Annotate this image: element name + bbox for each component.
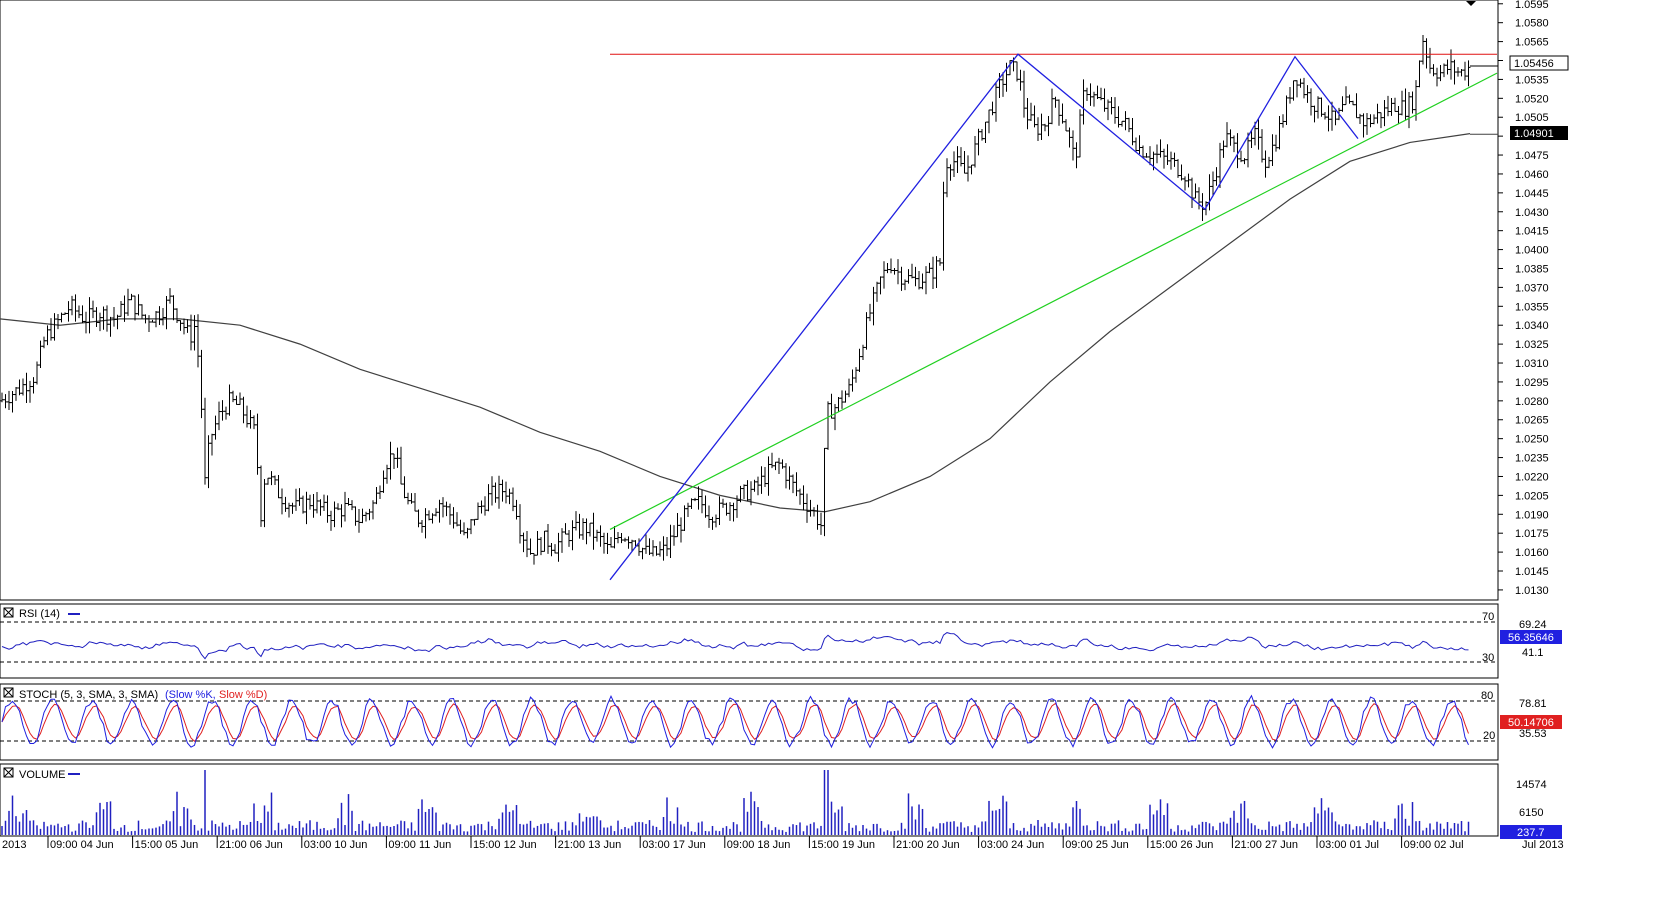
price-tick-label: 1.0130 [1515, 585, 1549, 597]
stoch-range-high: 78.81 [1519, 698, 1547, 710]
time-tick-label: 2013 [2, 839, 26, 851]
price-tick-label: 1.0505 [1515, 112, 1549, 124]
rsi-level-30-label: 30 [1482, 652, 1494, 664]
volume-bars [1, 770, 1470, 835]
stoch-d-legend: Slow %D) [219, 689, 267, 701]
time-tick-label: 09:00 18 Jun [727, 839, 791, 851]
time-tick-label: 15:00 12 Jun [473, 839, 537, 851]
chart-frame [0, 0, 1499, 837]
price-tick-label: 1.0205 [1515, 490, 1549, 502]
price-tick-label: 1.0160 [1515, 547, 1549, 559]
rsi-current-tag [1500, 630, 1562, 644]
rsi-label: RSI (14) [19, 608, 60, 620]
scroll-arrow[interactable] [1466, 1, 1476, 6]
time-tick-label: 03:00 17 Jun [642, 839, 706, 851]
volume-close-icon[interactable] [3, 767, 14, 778]
stoch-panel: STOCH (5, 3, SMA, 3, SMA) (Slow %K, Slow… [0, 687, 1562, 749]
time-tick-label: 21:00 20 Jun [896, 839, 960, 851]
price-tick-label: 1.0235 [1515, 453, 1549, 465]
price-tick-label: 1.0190 [1515, 509, 1549, 521]
time-axis: 2013 09:00 04 Jun 15:00 05 Jun 21:00 06 Jun… [2, 836, 1564, 851]
stoch-d-series [1, 702, 1469, 743]
volume-current-value: 237.7 [1517, 827, 1545, 839]
stoch-current-value: 50.14706 [1508, 717, 1554, 729]
trend-line [609, 72, 1498, 530]
stoch-level-80-label: 80 [1481, 690, 1493, 702]
price-tick-label: 1.0520 [1515, 93, 1549, 105]
time-tick-label: 03:00 10 Jun [304, 839, 368, 851]
time-tick-label: Jul 2013 [1522, 839, 1564, 851]
price-tick-label: 1.0250 [1515, 434, 1549, 446]
price-tick-label: 1.0280 [1515, 396, 1549, 408]
price-tick-label: 1.0565 [1515, 37, 1549, 49]
rsi-level-70-label: 70 [1482, 611, 1494, 623]
price-tick-label: 1.0295 [1515, 377, 1549, 389]
volume-range-high: 14574 [1516, 779, 1547, 791]
price-tick-label: 1.0430 [1515, 207, 1549, 219]
price-tick-label: 1.0385 [1515, 263, 1549, 275]
price-axis: 1.0130 1.0145 1.0160 1.0175 1.0190 1.0205 1.02… [1498, 0, 1549, 597]
volume-current-tag [1500, 825, 1562, 839]
zigzag-pattern [609, 53, 1359, 581]
price-tick-label: 1.0445 [1515, 188, 1549, 200]
time-tick-label: 15:00 19 Jun [811, 839, 875, 851]
rsi-range-high: 69.24 [1519, 619, 1547, 631]
ohlc-bar [1466, 60, 1471, 87]
stoch-lines [1, 694, 1469, 749]
time-tick-label: 21:00 27 Jun [1234, 839, 1298, 851]
price-tick-label: 1.0265 [1515, 415, 1549, 427]
stoch-k-legend: (Slow %K, [165, 689, 216, 701]
rsi-panel: RSI (14) 70 30 69.24 56.35646 41.1 [0, 607, 1562, 664]
price-tick-label: 1.0220 [1515, 471, 1549, 483]
stoch-range-low: 35.53 [1519, 728, 1547, 740]
moving-average-line [0, 133, 1498, 513]
stoch-current-tag [1500, 715, 1562, 729]
time-tick-label: 21:00 06 Jun [219, 839, 283, 851]
price-tick-label: 1.0595 [1515, 0, 1549, 11]
time-tick-label: 15:00 26 Jun [1150, 839, 1214, 851]
volume-panel: VOLUME 14574 6150 237.7 [1, 767, 1562, 839]
price-tick-label: 1.0370 [1515, 282, 1549, 294]
price-tick-label: 1.0400 [1515, 245, 1549, 257]
price-tick-label: 1.0475 [1515, 150, 1549, 162]
price-tick-label: 1.0355 [1515, 301, 1549, 313]
time-tick-label: 09:00 02 Jul [1404, 839, 1464, 851]
ma-price-tag: 1.04901 [1510, 126, 1568, 140]
stoch-label: STOCH (5, 3, SMA, 3, SMA) [19, 689, 158, 701]
volume-label: VOLUME [19, 769, 65, 781]
moving-average [0, 133, 1471, 513]
rsi-series [1, 632, 1469, 660]
price-tick-label: 1.0310 [1515, 358, 1549, 370]
price-tick-label: 1.0580 [1515, 18, 1549, 30]
price-tick-label: 1.0145 [1515, 566, 1549, 578]
chevron-down-icon[interactable] [1466, 1, 1476, 6]
rsi-range-low: 41.1 [1522, 647, 1543, 659]
stoch-close-icon[interactable] [3, 687, 14, 698]
time-tick-label: 09:00 11 Jun [388, 839, 451, 851]
drawn-lines [609, 53, 1498, 581]
price-tick-label: 1.0415 [1515, 226, 1549, 238]
price-tick-label: 1.0325 [1515, 339, 1549, 351]
time-tick-label: 09:00 04 Jun [50, 839, 114, 851]
time-tick-label: 09:00 25 Jun [1065, 839, 1129, 851]
price-tick-label: 1.0535 [1515, 74, 1549, 86]
current-price-label: 1.05456 [1514, 58, 1554, 70]
time-tick-label: 03:00 01 Jul [1319, 839, 1379, 851]
time-tick-label: 03:00 24 Jun [981, 839, 1045, 851]
rsi-close-icon[interactable] [3, 607, 14, 618]
rsi-current-value: 56.35646 [1508, 632, 1554, 644]
ohlc-bars [0, 35, 1498, 565]
stoch-k-series [1, 694, 1469, 749]
price-tick-label: 1.0175 [1515, 528, 1549, 540]
time-tick-label: 21:00 13 Jun [558, 839, 622, 851]
rsi-line [1, 632, 1469, 660]
volume-range-mid: 6150 [1519, 807, 1543, 819]
stoch-level-20-label: 20 [1483, 730, 1495, 742]
price-tick-label: 1.0460 [1515, 169, 1549, 181]
ma-price-label: 1.04901 [1514, 128, 1554, 140]
current-price-tag: 1.05456 [1509, 55, 1569, 71]
price-tick-label: 1.0340 [1515, 320, 1549, 332]
time-tick-label: 15:00 05 Jun [135, 839, 199, 851]
